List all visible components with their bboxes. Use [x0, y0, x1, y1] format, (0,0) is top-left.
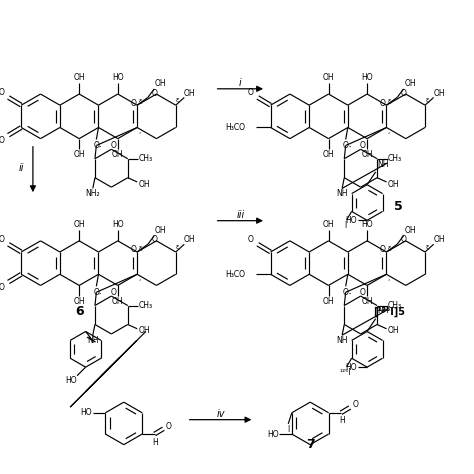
Text: i: i [239, 78, 242, 88]
Text: ξ: ξ [425, 245, 429, 250]
Text: ξ: ξ [139, 99, 142, 104]
Text: HO: HO [65, 375, 76, 384]
Text: OH: OH [433, 89, 445, 98]
Text: O: O [151, 236, 157, 245]
Text: I: I [344, 221, 346, 230]
Text: O: O [0, 136, 4, 145]
Text: NH: NH [337, 190, 348, 199]
Text: O: O [401, 236, 407, 245]
Text: O: O [343, 288, 348, 297]
Text: O: O [93, 288, 99, 297]
Text: OH: OH [155, 226, 166, 235]
Text: HO: HO [361, 73, 373, 82]
Text: NH₂: NH₂ [85, 190, 100, 199]
Text: ,: , [138, 275, 140, 281]
Text: O: O [131, 246, 137, 255]
Text: ii: ii [18, 163, 24, 173]
Text: ,,: ,, [348, 290, 352, 295]
Text: HO: HO [361, 220, 373, 229]
Text: O: O [166, 421, 172, 430]
Text: OH: OH [73, 73, 85, 82]
Text: O: O [0, 88, 4, 97]
Text: O: O [0, 283, 4, 292]
Text: O: O [352, 401, 358, 410]
Text: ξ: ξ [176, 245, 180, 250]
Text: OH: OH [73, 150, 85, 159]
Text: O: O [93, 141, 99, 150]
Text: O: O [0, 235, 4, 244]
Text: O: O [380, 246, 386, 255]
Text: OH: OH [433, 236, 445, 245]
Text: ξ: ξ [176, 99, 180, 103]
Text: OH: OH [184, 89, 196, 98]
Text: 7: 7 [306, 438, 315, 451]
Text: ξ: ξ [139, 246, 142, 251]
Text: CH₃: CH₃ [139, 154, 153, 163]
Text: HO: HO [345, 363, 356, 372]
Text: ξ: ξ [388, 99, 392, 104]
Text: OH: OH [361, 150, 373, 159]
Text: O: O [401, 89, 407, 98]
Text: NH: NH [337, 336, 348, 345]
Text: OH: OH [323, 297, 334, 306]
Text: CH₃: CH₃ [388, 154, 402, 163]
Text: O: O [360, 141, 366, 150]
Text: OH: OH [323, 73, 334, 82]
Text: 6: 6 [75, 305, 84, 318]
Text: O: O [151, 89, 157, 98]
Text: O: O [131, 99, 137, 108]
Text: O: O [380, 99, 386, 108]
Text: OH: OH [138, 180, 150, 189]
Text: NH: NH [377, 306, 388, 315]
Text: iv: iv [217, 409, 225, 419]
Text: H₃CO: H₃CO [225, 270, 245, 279]
Text: [¹²⁵I]5: [¹²⁵I]5 [374, 306, 405, 317]
Text: ξ: ξ [388, 246, 392, 251]
Text: I: I [287, 425, 289, 434]
Text: ¹²⁵I: ¹²⁵I [339, 368, 351, 377]
Text: NH: NH [377, 160, 388, 169]
Text: O: O [247, 88, 254, 97]
Text: NH: NH [87, 336, 99, 345]
Text: O: O [110, 141, 117, 150]
Text: CH₃: CH₃ [388, 301, 402, 310]
Text: H: H [153, 438, 158, 447]
Text: O: O [360, 288, 366, 297]
Text: OH: OH [323, 150, 334, 159]
Text: HO: HO [112, 73, 124, 82]
Text: ,: , [138, 128, 140, 134]
Text: OH: OH [184, 236, 196, 245]
Text: OH: OH [73, 220, 85, 229]
Text: HO: HO [81, 408, 92, 417]
Text: O: O [247, 235, 254, 244]
Text: O: O [110, 288, 117, 297]
Text: HO: HO [267, 429, 279, 438]
Text: H: H [339, 416, 345, 425]
Text: OH: OH [323, 220, 334, 229]
Text: ,,: ,, [99, 290, 102, 295]
Text: iii: iii [236, 210, 245, 220]
Text: OH: OH [112, 297, 124, 306]
Text: ,,: ,, [348, 143, 352, 148]
Text: OH: OH [388, 180, 399, 189]
Text: OH: OH [404, 79, 416, 88]
Text: H₃CO: H₃CO [225, 123, 245, 132]
Text: 5: 5 [394, 200, 403, 213]
Text: ,: , [387, 128, 390, 134]
Text: OH: OH [388, 327, 399, 336]
Text: OH: OH [138, 327, 150, 336]
Text: O: O [343, 141, 348, 150]
Text: OH: OH [155, 79, 166, 88]
Text: HO: HO [345, 216, 356, 225]
Text: ξ: ξ [425, 99, 429, 103]
Text: ,: , [387, 275, 390, 281]
Text: HO: HO [112, 220, 124, 229]
Text: OH: OH [404, 226, 416, 235]
Text: ,,: ,, [99, 143, 102, 148]
Text: CH₃: CH₃ [139, 301, 153, 310]
Text: OH: OH [361, 297, 373, 306]
Text: OH: OH [73, 297, 85, 306]
Text: OH: OH [112, 150, 124, 159]
